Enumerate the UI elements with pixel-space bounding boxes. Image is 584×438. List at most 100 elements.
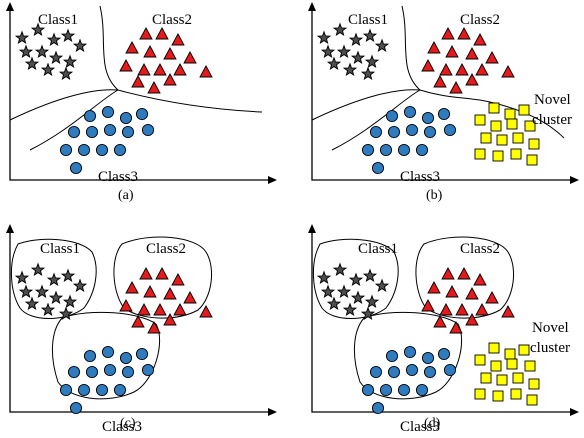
star-icon (326, 56, 342, 71)
square-icon (510, 148, 522, 160)
axis-lines (9, 6, 272, 181)
triangle-icon (199, 65, 213, 78)
circle-icon (405, 123, 419, 137)
triangle-icon (163, 287, 177, 300)
y-axis-arrow-icon (308, 2, 316, 11)
y-axis-arrow-icon (308, 224, 316, 233)
triangle-icon (139, 27, 153, 40)
square-icon (524, 120, 536, 132)
triangle-icon (119, 299, 133, 312)
triangle-icon (433, 315, 447, 328)
star-icon (342, 302, 358, 317)
triangle-icon (125, 41, 139, 54)
x-axis-arrow-icon (570, 176, 579, 184)
circle-icon (85, 365, 99, 379)
square-icon (504, 108, 516, 120)
star-icon (316, 270, 332, 285)
circle-icon (67, 365, 81, 379)
star-icon (360, 306, 376, 321)
star-icon (30, 262, 46, 277)
triangle-icon (171, 33, 185, 46)
panel-b: Class1 Class2 Class3 Novel cluster (b) (308, 2, 579, 203)
triangle-icon (485, 51, 499, 64)
star-icon (18, 284, 34, 299)
triangle-icon (427, 281, 441, 294)
square-icon (492, 150, 504, 162)
panel-d-marks (308, 224, 579, 416)
star-icon (326, 296, 342, 311)
triangle-icon (163, 313, 177, 326)
circle-icon (121, 365, 135, 379)
triangle-icon (455, 63, 469, 76)
circle-icon (135, 107, 149, 121)
circle-icon (101, 105, 115, 119)
star-icon (72, 278, 88, 293)
triangle-icon (475, 63, 489, 76)
circle-icon (83, 109, 97, 123)
circle-icon (69, 161, 83, 175)
triangle-icon (139, 267, 153, 280)
class1-label: Class1 (348, 12, 388, 28)
circle-icon (421, 111, 435, 125)
square-icon (528, 138, 540, 150)
square-icon (474, 354, 486, 366)
circle-icon (437, 107, 451, 121)
square-icon (526, 394, 538, 406)
panel-a-marks (6, 2, 277, 184)
circle-icon (397, 383, 411, 397)
triangle-icon (421, 299, 435, 312)
circle-icon (371, 161, 385, 175)
star-icon (342, 62, 358, 77)
cluster-boundary-class3 (51, 311, 160, 400)
circle-icon (423, 365, 437, 379)
triangle-icon (183, 291, 197, 304)
triangle-icon (137, 303, 151, 316)
triangle-icon (439, 63, 453, 76)
triangle-icon (421, 59, 435, 72)
triangle-icon (501, 305, 515, 318)
panel-d-caption: (d) (424, 416, 441, 431)
class1-label: Class1 (40, 241, 80, 257)
circle-icon (369, 125, 383, 139)
star-icon (58, 66, 74, 81)
boundary-class1-class2 (401, 5, 421, 91)
star-icon (374, 278, 390, 293)
circle-icon (59, 383, 73, 397)
triangle-icon (173, 63, 187, 76)
circle-icon (421, 351, 435, 365)
triangle-icon (445, 45, 459, 58)
circle-icon (361, 143, 375, 157)
circle-icon (69, 401, 83, 415)
triangle-icon (199, 305, 213, 318)
triangle-icon (465, 47, 479, 60)
circle-icon (141, 363, 155, 377)
triangle-icon (131, 75, 145, 88)
circle-icon (103, 363, 117, 377)
star-icon (316, 30, 332, 45)
star-icon (34, 284, 50, 299)
circle-icon (95, 143, 109, 157)
triangle-icon (455, 303, 469, 316)
triangle-icon (163, 47, 177, 60)
square-icon (518, 104, 530, 116)
cluster-boundary-class2 (415, 236, 514, 319)
triangle-icon (445, 285, 459, 298)
square-icon (480, 132, 492, 144)
triangle-icon (475, 303, 489, 316)
star-icon (60, 28, 76, 43)
y-axis-arrow-icon (6, 2, 14, 11)
boundary-class1-class3 (9, 89, 119, 121)
panel-c-caption: (c) (120, 416, 136, 431)
triangle-icon (457, 267, 471, 280)
square-icon (524, 360, 536, 372)
circle-icon (113, 143, 127, 157)
novel-label-line2: cluster (530, 340, 570, 356)
square-icon (490, 120, 502, 132)
square-icon (496, 374, 508, 386)
cluster-boundary-class2 (113, 236, 212, 319)
panel-c-marks (6, 224, 277, 416)
circle-icon (77, 383, 91, 397)
triangle-icon (155, 27, 169, 40)
class3-label: Class3 (102, 419, 142, 435)
star-icon (14, 270, 30, 285)
